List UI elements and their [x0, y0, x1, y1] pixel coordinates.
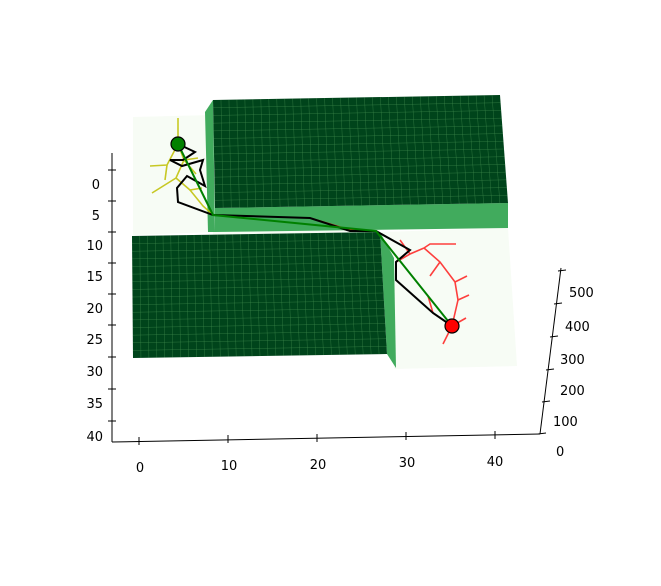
obstacle-upper [205, 95, 508, 232]
grid-line [214, 164, 506, 170]
goal-tree-branch [454, 275, 468, 283]
grid-line [213, 117, 502, 124]
goal-tree-branch [429, 261, 441, 277]
grid-line [132, 277, 383, 282]
grid-line [213, 141, 504, 147]
z-tick-mark [541, 400, 551, 403]
x-axis-line [111, 433, 541, 443]
start-tree-branch [164, 164, 168, 181]
z-ticks: 0 100 200 300 400 500 [537, 269, 594, 460]
y-tick-label: 30 [86, 365, 103, 380]
z-tick-label: 100 [553, 415, 578, 430]
y-tick-label: 10 [86, 239, 103, 254]
grid-line [132, 239, 381, 244]
obstacle-lower-side [380, 232, 396, 368]
grid-line [132, 300, 384, 305]
z-axis-line [539, 267, 562, 435]
obstacle-upper-front [215, 203, 508, 232]
z-tick-label: 500 [569, 286, 594, 301]
grid-line [214, 179, 507, 186]
obstacle-upper-grid [213, 95, 508, 208]
x-tick-label: 20 [310, 458, 327, 473]
grid-line [132, 346, 387, 351]
goal-tree-branch [423, 243, 456, 249]
axes: 0 10 20 30 40 0 5 10 15 20 25 30 35 40 [86, 153, 594, 476]
z-tick-mark [549, 335, 559, 338]
grid-line [213, 110, 502, 116]
z-tick-mark [553, 302, 563, 305]
y-tick-label: 25 [86, 333, 103, 348]
y-tick-label: 15 [86, 270, 103, 285]
goal-tree-branch [457, 294, 470, 301]
grid-line [132, 330, 386, 336]
grid-line [214, 195, 508, 201]
x-tick-label: 40 [487, 455, 504, 470]
grid-line [132, 262, 382, 267]
grid-line [132, 315, 385, 321]
obstacle-lower-grid [132, 232, 387, 358]
x-tick-label: 30 [399, 456, 416, 471]
grid-line [132, 338, 387, 343]
obstacle-lower [132, 232, 396, 368]
z-tick-mark [557, 269, 567, 272]
grid-line [132, 269, 383, 275]
grid-line [214, 171, 506, 178]
start-tree-branch [189, 189, 214, 216]
grid-line [213, 102, 501, 108]
start-marker [170, 136, 186, 152]
y-tick-label: 5 [92, 209, 100, 224]
z-tick-label: 400 [565, 320, 590, 335]
obstacle-upper-side [205, 100, 215, 232]
z-tick-label: 300 [560, 353, 585, 368]
floor-patch-right [380, 228, 517, 369]
y-tick-label: 0 [92, 178, 100, 193]
grid-line [214, 187, 507, 193]
x-tick-label: 10 [221, 459, 238, 474]
grid-line [132, 247, 381, 252]
floor-patch-upper-left [133, 115, 213, 235]
grid-line [213, 148, 505, 155]
y-ticks: 0 5 10 15 20 25 30 35 40 [86, 169, 116, 445]
y-tick-label: 40 [86, 430, 103, 445]
x-ticks: 0 10 20 30 40 [136, 431, 503, 476]
smoothed-path [177, 143, 453, 327]
grid-line [214, 156, 505, 162]
grid-line [213, 125, 503, 132]
z-tick-label: 200 [560, 384, 585, 399]
grid-line [132, 285, 384, 290]
goal-marker [444, 318, 460, 334]
z-tick-mark [537, 432, 547, 435]
z-tick-label: 0 [556, 445, 564, 460]
x-tick-label: 0 [136, 461, 144, 476]
z-tick-mark [545, 368, 555, 371]
grid-line [132, 323, 386, 328]
y-tick-label: 35 [86, 397, 103, 412]
grid-line [132, 292, 384, 298]
grid-line [132, 308, 385, 313]
grid-line [132, 254, 382, 260]
grid-line [213, 133, 503, 139]
y-tick-label: 20 [86, 302, 103, 317]
